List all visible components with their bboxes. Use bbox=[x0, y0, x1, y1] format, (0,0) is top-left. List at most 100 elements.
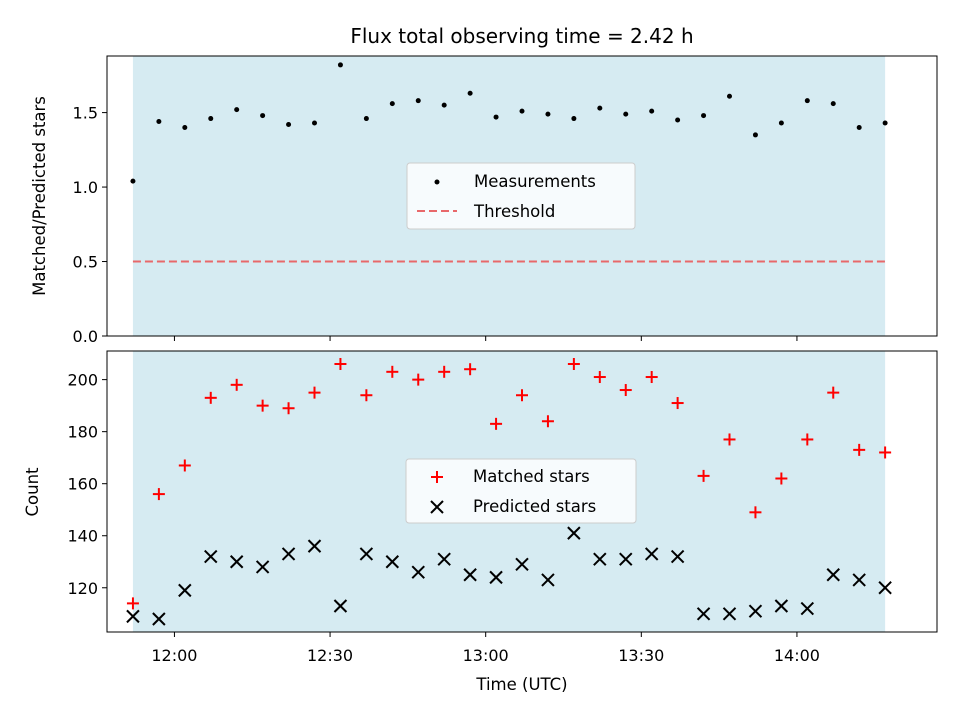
legend-matched-marker bbox=[431, 471, 443, 483]
predicted-stars-point bbox=[593, 552, 607, 566]
predicted-stars-point bbox=[852, 573, 866, 587]
measurement-point bbox=[415, 98, 421, 104]
measurement-point bbox=[545, 111, 551, 117]
measurement-point bbox=[493, 114, 499, 120]
predicted-stars-point bbox=[204, 549, 218, 564]
y-tick-label: 1.0 bbox=[73, 178, 98, 197]
predicted-stars-point bbox=[541, 573, 555, 587]
matched-stars-point bbox=[801, 433, 814, 446]
matched-stars-point bbox=[464, 363, 477, 376]
measurement-point bbox=[286, 122, 292, 128]
matched-stars-point bbox=[204, 391, 217, 404]
bottom-panel: 120 140 160 180 200 12:00 12:30 13:00 13:30 14:0… bbox=[23, 350, 938, 694]
y-tick-label: 160 bbox=[67, 475, 98, 494]
top-y-ticks: 0.0 0.5 1.0 1.5 bbox=[73, 104, 107, 346]
measurement-point bbox=[649, 108, 655, 114]
bottom-legend: Matched stars Predicted stars bbox=[405, 458, 637, 524]
top-axes-frame bbox=[106, 55, 938, 337]
predicted-stars-point bbox=[748, 604, 763, 618]
top-y-axis-label: Matched/Predicted stars bbox=[30, 96, 49, 296]
top-legend: Measurements Threshold bbox=[406, 162, 636, 230]
measurement-point bbox=[752, 132, 758, 138]
predicted-stars-point bbox=[126, 609, 140, 624]
measurement-point bbox=[571, 116, 577, 122]
predicted-stars-point bbox=[359, 547, 374, 561]
predicted-stars-point bbox=[515, 557, 529, 572]
x-tick-label: 13:00 bbox=[463, 646, 509, 665]
matched-stars-point bbox=[567, 358, 580, 371]
matched-stars-point bbox=[126, 597, 139, 610]
predicted-stars-point bbox=[800, 601, 815, 616]
y-tick-label: 0.5 bbox=[73, 253, 98, 272]
measurement-point bbox=[597, 105, 603, 111]
bottom-y-axis-label: Count bbox=[23, 467, 42, 517]
matched-stars-point bbox=[619, 384, 632, 397]
matched-stars-point bbox=[386, 365, 399, 378]
matched-stars-point bbox=[152, 488, 165, 501]
y-tick-label: 180 bbox=[67, 423, 98, 442]
x-tick-label: 13:30 bbox=[618, 646, 664, 665]
predicted-stars-point bbox=[619, 552, 633, 566]
matched-stars-point bbox=[645, 371, 658, 384]
bottom-marks bbox=[126, 358, 892, 626]
predicted-stars-point bbox=[281, 547, 296, 561]
measurement-point bbox=[156, 119, 162, 125]
measurement-point bbox=[260, 113, 266, 119]
matched-stars-point bbox=[853, 443, 866, 456]
matched-stars-point bbox=[827, 386, 840, 399]
matched-stars-point bbox=[256, 399, 269, 412]
legend-threshold-label: Threshold bbox=[473, 202, 555, 221]
matched-stars-point bbox=[879, 446, 892, 459]
predicted-stars-point bbox=[567, 526, 581, 540]
measurement-point bbox=[234, 107, 240, 113]
predicted-stars-point bbox=[670, 549, 685, 564]
matched-stars-point bbox=[178, 459, 191, 472]
matched-stars-point bbox=[438, 365, 451, 378]
measurement-point bbox=[467, 90, 473, 96]
y-tick-label: 140 bbox=[67, 527, 98, 546]
bottom-y-ticks: 120 140 160 180 200 bbox=[67, 371, 107, 598]
legend-predicted-marker bbox=[430, 500, 444, 514]
measurement-point bbox=[389, 101, 395, 107]
predicted-stars-point bbox=[229, 555, 244, 569]
predicted-stars-point bbox=[411, 565, 425, 579]
matched-stars-point bbox=[516, 389, 528, 402]
matched-stars-point bbox=[412, 373, 425, 386]
matched-stars-point bbox=[230, 378, 243, 391]
y-tick-label: 1.5 bbox=[73, 104, 98, 123]
matched-stars-point bbox=[490, 417, 503, 430]
matched-stars-point bbox=[541, 415, 554, 428]
matched-stars-point bbox=[282, 402, 295, 415]
measurement-point bbox=[727, 93, 732, 99]
predicted-stars-point bbox=[152, 612, 166, 626]
measurement-point bbox=[182, 124, 188, 130]
measurement-point bbox=[441, 102, 447, 108]
matched-stars-point bbox=[334, 358, 347, 371]
top-panel: 0.0 0.5 1.0 1.5 Matched/Predicted stars Mea… bbox=[30, 55, 938, 346]
measurement-point bbox=[312, 120, 317, 126]
measurement-point bbox=[882, 120, 888, 126]
predicted-stars-point bbox=[826, 568, 840, 582]
x-tick-label: 14:00 bbox=[774, 646, 820, 665]
chart-title: Flux total observing time = 2.42 h bbox=[350, 24, 693, 48]
measurement-point bbox=[208, 116, 214, 122]
predicted-stars-point bbox=[255, 560, 270, 574]
measurement-point bbox=[778, 120, 784, 126]
measurement-point bbox=[675, 117, 681, 123]
matched-stars-point bbox=[593, 371, 606, 384]
measurement-point bbox=[830, 101, 836, 107]
measurement-point bbox=[623, 111, 629, 117]
predicted-stars-point bbox=[437, 552, 451, 566]
legend-measurements-marker bbox=[434, 179, 440, 185]
predicted-stars-point bbox=[307, 539, 322, 553]
y-tick-label: 120 bbox=[67, 579, 98, 598]
top-legend-box bbox=[406, 162, 636, 230]
predicted-stars-point bbox=[644, 547, 659, 561]
bottom-x-ticks: 12:00 12:30 13:00 13:30 14:00 bbox=[151, 632, 820, 665]
measurement-point bbox=[856, 124, 862, 130]
predicted-stars-point bbox=[774, 599, 789, 613]
legend-matched-label: Matched stars bbox=[473, 467, 590, 486]
x-axis-label: Time (UTC) bbox=[475, 675, 567, 694]
x-tick-label: 12:30 bbox=[307, 646, 353, 665]
measurement-point bbox=[804, 98, 810, 104]
